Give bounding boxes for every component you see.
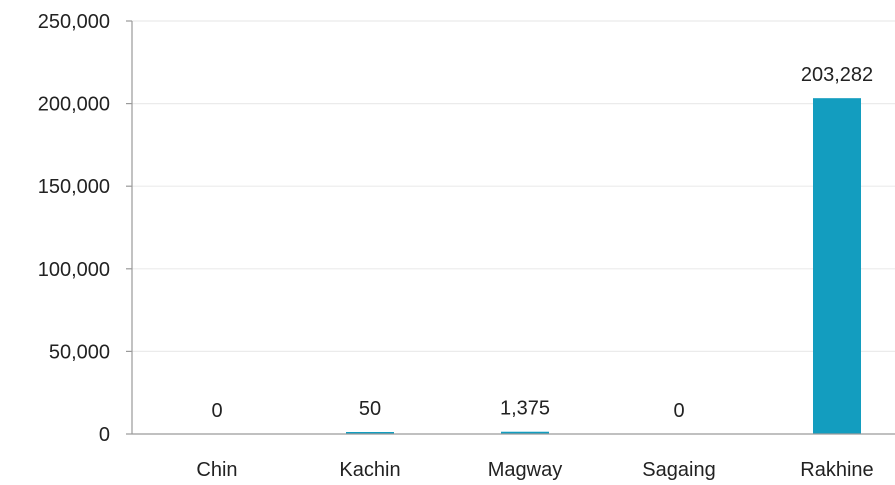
x-tick-label-chin: Chin — [196, 459, 237, 481]
x-tick-label-kachin: Kachin — [339, 459, 400, 481]
y-tick-label: 150,000 — [38, 176, 110, 198]
data-label-rakhine: 203,282 — [801, 64, 873, 86]
bar-rakhine — [813, 98, 861, 435]
y-tick-label: 100,000 — [38, 259, 110, 281]
gridlines — [132, 20, 895, 352]
x-tick-label-sagaing: Sagaing — [642, 459, 715, 481]
labels: 0 50,000 100,000 150,000 200,000 250,000 0 Chin… — [38, 11, 874, 481]
axes — [126, 20, 895, 435]
bars — [346, 98, 861, 435]
bar-magway — [501, 431, 549, 434]
x-tick-label-rakhine: Rakhine — [800, 459, 873, 481]
y-tick-label: 250,000 — [38, 11, 110, 33]
data-label-magway: 1,375 — [500, 398, 550, 420]
y-tick-label: 50,000 — [49, 341, 110, 363]
data-label-kachin: 50 — [359, 398, 381, 420]
y-tick-label: 0 — [99, 424, 110, 446]
bar-kachin — [346, 432, 394, 434]
data-label-chin: 0 — [211, 400, 222, 422]
y-tick-label: 200,000 — [38, 94, 110, 116]
data-label-sagaing: 0 — [673, 400, 684, 422]
x-tick-label-magway: Magway — [488, 459, 562, 481]
